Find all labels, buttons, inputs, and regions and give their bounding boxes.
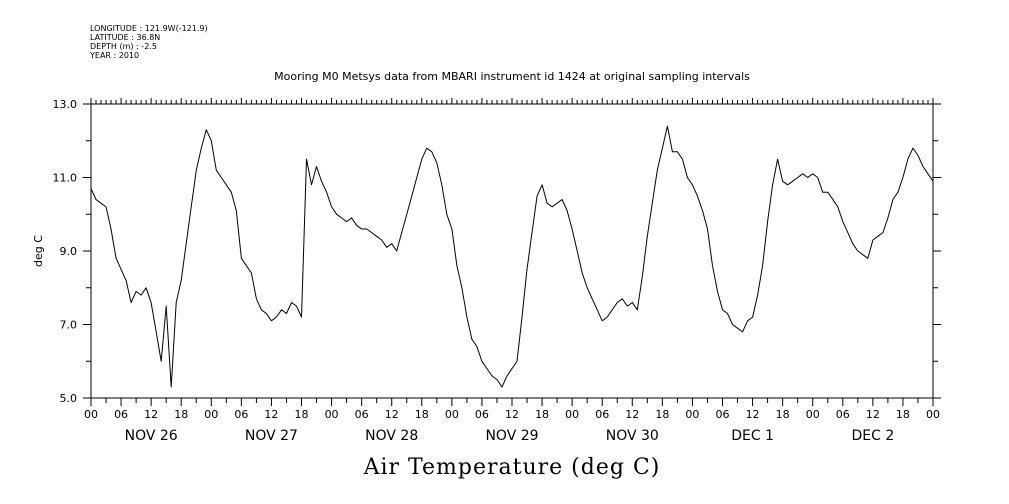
x-day-label: NOV 30: [606, 428, 659, 444]
x-axis-title: Air Temperature (deg C): [363, 455, 661, 480]
x-hour-label: 00: [685, 408, 699, 421]
y-axis: 5.0 7.0 9.0 11.0 13.0: [53, 98, 941, 405]
x-day-label: DEC 1: [731, 428, 774, 444]
x-hour-label: 00: [84, 408, 98, 421]
x-hour-label: 06: [475, 408, 489, 421]
x-hour-label: 06: [595, 408, 609, 421]
x-hour-label: 18: [535, 408, 549, 421]
x-hour-label: 18: [174, 408, 188, 421]
x-axis: 00 06 12 18 00 06 12 18 00 06 12 18 00 06 12 18 00 06 12 18…: [84, 98, 940, 444]
x-hour-label: 18: [776, 408, 790, 421]
meta-latitude: LATITUDE : 36.8N: [90, 33, 160, 42]
x-hour-label: 18: [896, 408, 910, 421]
x-hour-label: 00: [445, 408, 459, 421]
x-hour-label: 06: [716, 408, 730, 421]
x-hour-label: 00: [325, 408, 339, 421]
y-tick-label: 5.0: [60, 392, 78, 405]
x-hour-label: 06: [234, 408, 248, 421]
x-hour-label: 06: [355, 408, 369, 421]
y-axis-label: deg C: [32, 235, 45, 267]
x-hour-label: 12: [746, 408, 760, 421]
y-tick-label: 9.0: [60, 245, 78, 258]
x-day-label: NOV 28: [365, 428, 418, 444]
x-hour-label: 00: [806, 408, 820, 421]
x-day-label: NOV 29: [485, 428, 538, 444]
meta-year: YEAR : 2010: [89, 51, 139, 60]
x-hour-label: 00: [926, 408, 940, 421]
series-line: [90, 125, 934, 388]
plot-frame: [90, 103, 934, 399]
meta-depth: DEPTH (m) : -2.5: [90, 42, 157, 51]
y-tick-label: 11.0: [53, 172, 78, 185]
x-day-label: DEC 2: [851, 428, 894, 444]
x-hour-label: 12: [866, 408, 880, 421]
chart-title: Mooring M0 Metsys data from MBARI instru…: [274, 70, 750, 83]
metadata-block: LONGITUDE : 121.9W(-121.9) LATITUDE : 36…: [89, 24, 208, 60]
x-hour-label: 12: [385, 408, 399, 421]
x-hour-label: 12: [144, 408, 158, 421]
x-day-label: NOV 27: [245, 428, 298, 444]
x-hour-label: 12: [625, 408, 639, 421]
x-hour-label: 12: [505, 408, 519, 421]
x-hour-label: 06: [114, 408, 128, 421]
x-hour-label: 12: [264, 408, 278, 421]
x-hour-label: 18: [655, 408, 669, 421]
x-hour-label: 00: [204, 408, 218, 421]
y-tick-label: 13.0: [53, 98, 78, 111]
x-hour-label: 18: [295, 408, 309, 421]
y-tick-label: 7.0: [60, 319, 78, 332]
x-hour-label: 18: [415, 408, 429, 421]
x-hour-label: 06: [836, 408, 850, 421]
series-layer: [90, 125, 934, 388]
x-day-label: NOV 26: [125, 428, 178, 444]
x-hour-label: 00: [565, 408, 579, 421]
meta-longitude: LONGITUDE : 121.9W(-121.9): [90, 24, 208, 33]
